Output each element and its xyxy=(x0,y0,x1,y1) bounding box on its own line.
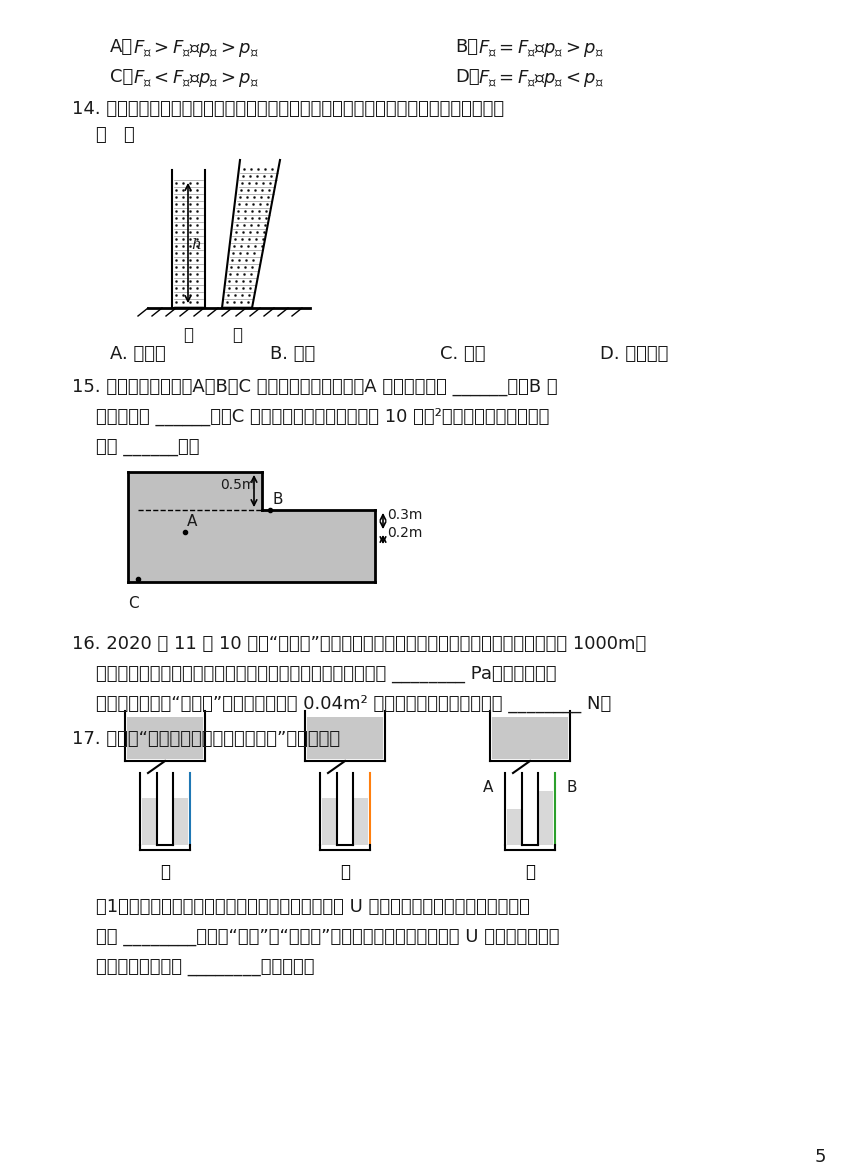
Polygon shape xyxy=(354,798,368,845)
Text: A．: A． xyxy=(110,39,133,56)
Text: 0.2m: 0.2m xyxy=(387,526,422,540)
Text: B. 甲大: B. 甲大 xyxy=(270,345,316,363)
Text: 创造了我国载人深潜的新纪录。在此处潜水器所受液体压强为 ________ Pa（海水密度约: 创造了我国载人深潜的新纪录。在此处潜水器所受液体压强为 ________ Pa（… xyxy=(96,665,556,683)
Text: $F_{\mathrm{甲}}$$=$$F_{\mathrm{乙}}$；$p_{\mathrm{甲}}$$>$$p_{\mathrm{乙}}$: $F_{\mathrm{甲}}$$=$$F_{\mathrm{乙}}$；$p_{… xyxy=(478,39,604,60)
Text: A: A xyxy=(187,513,198,529)
Text: 丙: 丙 xyxy=(525,864,535,881)
Text: （   ）: （ ） xyxy=(96,126,135,144)
Polygon shape xyxy=(307,717,383,759)
Polygon shape xyxy=(128,471,262,582)
Text: 甲: 甲 xyxy=(160,864,170,881)
Text: 0.3m: 0.3m xyxy=(387,508,422,522)
Text: 装置 ________（选填“漏气”或“不漏气”）。若在使用压强计前发现 U 形管内水面有高: 装置 ________（选填“漏气”或“不漏气”）。若在使用压强计前发现 U 形… xyxy=(96,928,560,946)
Text: $F_{\mathrm{甲}}$$<$$F_{\mathrm{乙}}$；$p_{\mathrm{甲}}$$>$$p_{\mathrm{乙}}$: $F_{\mathrm{甲}}$$<$$F_{\mathrm{乙}}$；$p_{… xyxy=(133,68,259,89)
Text: C: C xyxy=(127,596,138,612)
Text: 度差，应通过方法 ________进行调节。: 度差，应通过方法 ________进行调节。 xyxy=(96,958,315,976)
Text: $F_{\mathrm{甲}}$$>$$F_{\mathrm{乙}}$；$p_{\mathrm{甲}}$$>$$p_{\mathrm{乙}}$: $F_{\mathrm{甲}}$$>$$F_{\mathrm{乙}}$；$p_{… xyxy=(133,39,259,60)
Polygon shape xyxy=(539,791,553,845)
Text: h: h xyxy=(191,238,201,252)
Text: 水的压强为 ______帕。C 点所在的水平表面的面积为 10 厘米²，则该表面受到水的压: 水的压强为 ______帕。C 点所在的水平表面的面积为 10 厘米²，则该表面… xyxy=(96,408,550,426)
Polygon shape xyxy=(127,717,203,759)
Polygon shape xyxy=(507,809,521,845)
Polygon shape xyxy=(322,798,336,845)
Polygon shape xyxy=(262,510,375,582)
Text: B: B xyxy=(272,492,282,506)
Text: 甲: 甲 xyxy=(183,326,193,344)
Text: 17. 在探究“影响液体内部压强大小因素”的实验中。: 17. 在探究“影响液体内部压强大小因素”的实验中。 xyxy=(72,731,340,748)
Text: A: A xyxy=(482,781,493,796)
Text: 14. 如图所示，甲乙试管中装有高度相同的不同种液体，两个试管底部受到的液体的压强: 14. 如图所示，甲乙试管中装有高度相同的不同种液体，两个试管底部受到的液体的压… xyxy=(72,100,504,118)
Text: $F_{\mathrm{甲}}$$=$$F_{\mathrm{乙}}$；$p_{\mathrm{甲}}$$<$$p_{\mathrm{乙}}$: $F_{\mathrm{甲}}$$=$$F_{\mathrm{乙}}$；$p_{… xyxy=(478,68,604,89)
Text: A. 一样大: A. 一样大 xyxy=(110,345,166,363)
Text: 0.5m: 0.5m xyxy=(220,478,255,492)
Text: 乙: 乙 xyxy=(232,326,242,344)
Text: B．: B． xyxy=(455,39,478,56)
Text: D. 无法比较: D. 无法比较 xyxy=(600,345,668,363)
Polygon shape xyxy=(492,717,568,759)
Text: B: B xyxy=(567,781,577,796)
Text: 力为 ______牛。: 力为 ______牛。 xyxy=(96,438,200,456)
Text: C．: C． xyxy=(110,68,133,86)
Polygon shape xyxy=(174,798,188,845)
Text: C. 乙大: C. 乙大 xyxy=(440,345,486,363)
Text: 乙: 乙 xyxy=(340,864,350,881)
Text: （1）使用压强计前用手轻轻按压几下橡皮膜，发现 U 形管中的液体能灵活升降，则说明: （1）使用压强计前用手轻轻按压几下橡皮膜，发现 U 形管中的液体能灵活升降，则说… xyxy=(96,897,530,916)
Text: 16. 2020 年 11 月 10 日，“奋斗者”号载人潜水器在马里亚纳海沟成功坐底，坐底深度约 1000m。: 16. 2020 年 11 月 10 日，“奋斗者”号载人潜水器在马里亚纳海沟成… xyxy=(72,635,646,654)
Text: 5: 5 xyxy=(814,1148,826,1166)
Polygon shape xyxy=(142,798,156,845)
Text: D．: D． xyxy=(455,68,480,86)
Text: 为水的密度），“奋斗者”号潜水器表面上 0.04m² 的面积上受到的海水压力为 ________ N。: 为水的密度），“奋斗者”号潜水器表面上 0.04m² 的面积上受到的海水压力为 … xyxy=(96,696,611,713)
Text: 15. 盛有水的容器中，A、B、C 三点的位置如图所示，A 处水的深度为 ______米，B 处: 15. 盛有水的容器中，A、B、C 三点的位置如图所示，A 处水的深度为 ___… xyxy=(72,378,557,396)
